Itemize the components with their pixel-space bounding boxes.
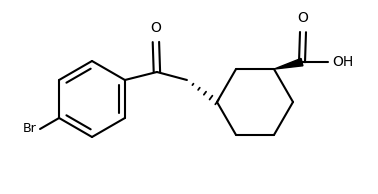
Text: OH: OH [332,55,353,69]
Polygon shape [274,58,303,69]
Text: Br: Br [22,122,36,135]
Text: O: O [297,11,308,25]
Text: O: O [150,21,161,35]
